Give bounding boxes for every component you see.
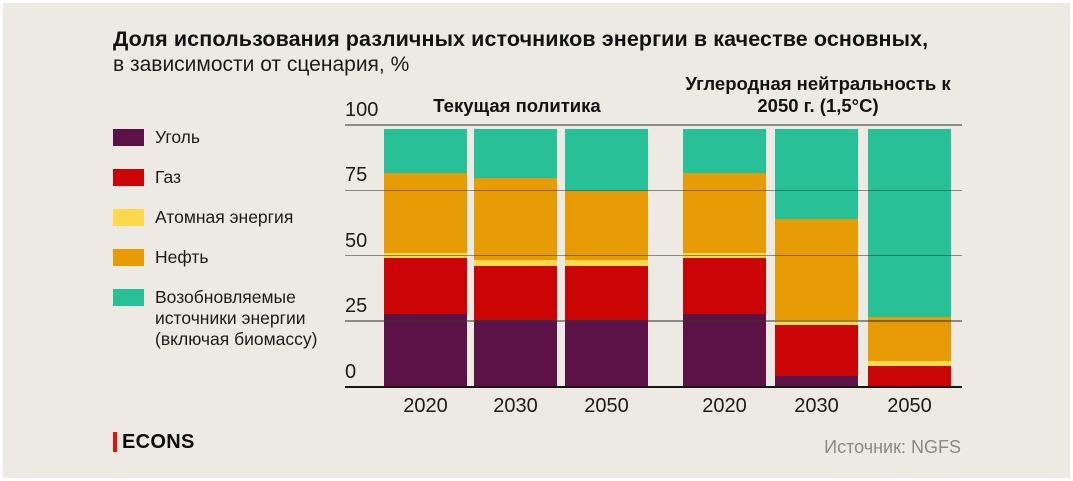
bar-segment: [775, 319, 858, 325]
legend-label: Уголь: [155, 127, 201, 147]
legend-label: Газ: [155, 167, 182, 187]
bar-segment: [683, 257, 766, 315]
bar-segment: [474, 260, 557, 266]
bar-segment: [683, 314, 766, 387]
bar-segment: [868, 129, 951, 317]
legend-swatch-icon: [113, 129, 144, 146]
group-title-current-policy: Текущая политика: [433, 95, 601, 116]
bar-segment: [775, 129, 858, 220]
bar-segment: [384, 257, 467, 315]
bar-segment: [474, 129, 557, 178]
x-axis-tick-label: 2020: [403, 394, 448, 417]
x-axis-tick-label: 2030: [794, 394, 839, 417]
bar-segment: [868, 360, 951, 366]
y-axis-tick-label: 75: [345, 164, 368, 187]
bar-segment: [384, 314, 467, 387]
x-axis-tick-label: 2030: [493, 394, 538, 417]
bar-segment: [565, 265, 648, 320]
group-title-carbon-neutrality: Углеродная нейтральность к 2050 г. (1,5°…: [685, 73, 951, 116]
legend-swatch-icon: [113, 169, 144, 186]
bar-carbon-neutral-2050: [868, 129, 951, 387]
econs-logo-bar-icon: [113, 432, 117, 452]
source-label: Источник: NGFS: [824, 437, 961, 457]
chart-subtitle: в зависимости от сценария, %: [113, 53, 410, 76]
legend-label: Нефть: [155, 247, 209, 267]
bar-segment: [868, 317, 951, 361]
y-axis-tick-label: 0: [345, 360, 357, 383]
bar-segment: [868, 365, 951, 387]
bar-segment: [683, 172, 766, 253]
econs-logo-text: ECONS: [122, 430, 195, 453]
legend-label: Возобновляемые источники энергии (включа…: [155, 287, 318, 349]
y-axis-tick-label: 100: [345, 99, 379, 121]
bar-segment: [384, 172, 467, 253]
bar-segment: [474, 319, 557, 387]
bar-current-policy-2050: [565, 129, 648, 387]
x-axis-tick-label: 2050: [584, 394, 629, 417]
x-axis-line: [345, 385, 962, 388]
bar-segment: [474, 177, 557, 261]
bar-segment: [683, 129, 766, 173]
bar-carbon-neutral-2020: [683, 129, 766, 387]
y-axis-tick-label: 50: [345, 229, 368, 252]
legend-label: Атомная энергия: [155, 207, 294, 227]
gridline: [345, 320, 962, 322]
bar-segment: [565, 190, 648, 261]
bar-segment: [775, 324, 858, 377]
gridline: [345, 124, 962, 126]
bar-segment: [565, 129, 648, 191]
bar-carbon-neutral-2030: [775, 129, 858, 387]
econs-logo: ECONS: [113, 431, 195, 453]
bar-segment: [565, 260, 648, 266]
bar-segment: [384, 129, 467, 173]
bar-current-policy-2020: [384, 129, 467, 387]
legend-swatch-icon: [113, 249, 144, 266]
gridline: [345, 189, 962, 192]
legend-swatch-icon: [113, 289, 144, 306]
bar-current-policy-2030: [474, 129, 557, 387]
x-axis-tick-label: 2050: [887, 394, 932, 417]
bar-segment: [775, 219, 858, 320]
y-axis-tick-label: 25: [345, 295, 368, 318]
bar-segment: [565, 319, 648, 387]
x-axis-tick-label: 2020: [702, 394, 747, 417]
legend-swatch-icon: [113, 209, 144, 226]
chart-title: Доля использования различных источников …: [113, 27, 929, 51]
bar-segment: [474, 265, 557, 320]
bar-segment: [775, 376, 858, 387]
gridline: [345, 255, 962, 257]
